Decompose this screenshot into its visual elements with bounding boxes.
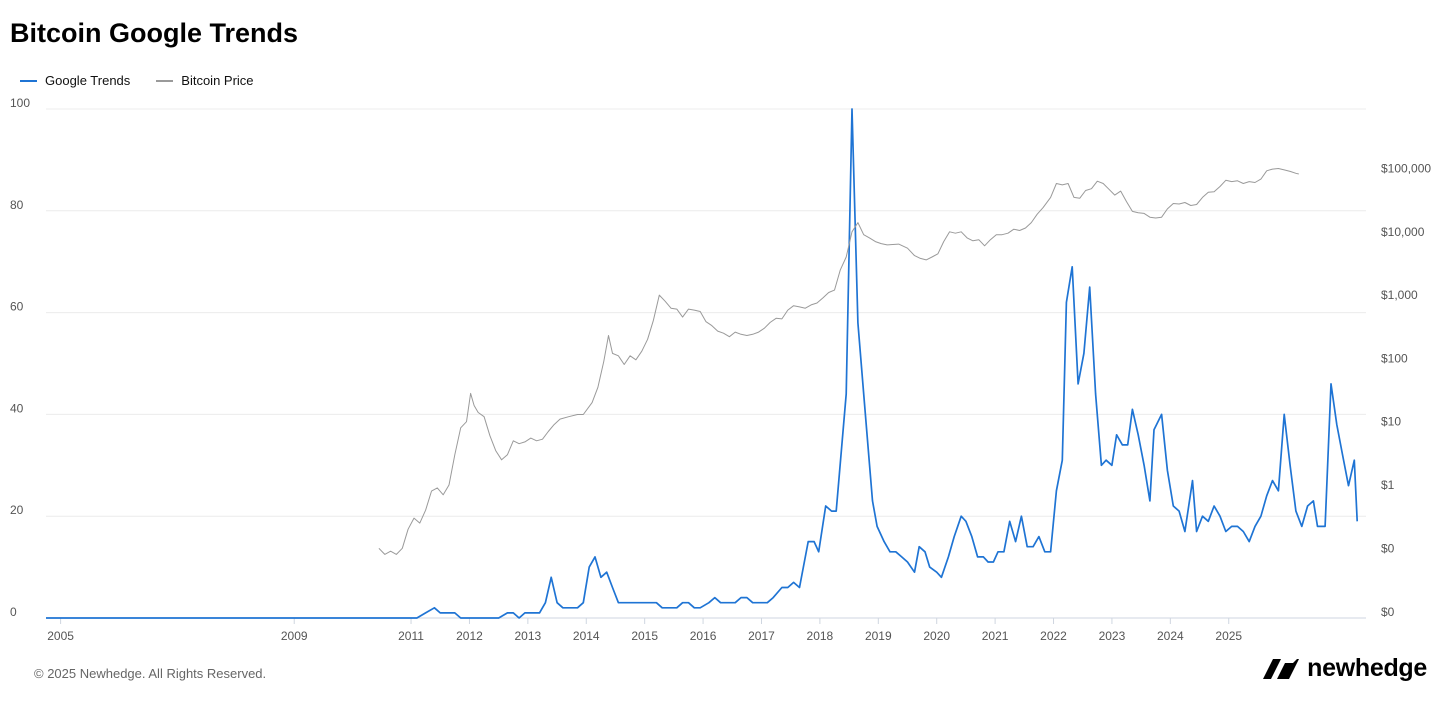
newhedge-logo-text: newhedge bbox=[1307, 654, 1427, 682]
newhedge-logo-icon bbox=[1263, 658, 1300, 679]
google-trends-line bbox=[46, 108, 1359, 619]
x-tick-label: 2013 bbox=[515, 629, 542, 643]
legend-swatch-bitcoin-price bbox=[156, 79, 174, 82]
y-right-tick-label: $100,000 bbox=[1381, 162, 1431, 176]
y-right-tick-label: $0 bbox=[1381, 541, 1395, 555]
copyright-text: © 2025 Newhedge. All Rights Reserved. bbox=[34, 666, 267, 681]
legend-item-google-trends[interactable]: Google Trends bbox=[20, 73, 130, 88]
x-tick-label: 2023 bbox=[1099, 629, 1126, 643]
y-left-tick-label: 40 bbox=[10, 401, 24, 415]
x-tick-label: 2021 bbox=[982, 629, 1009, 643]
x-tick-label: 2022 bbox=[1040, 629, 1067, 643]
x-tick-label: 2024 bbox=[1157, 629, 1184, 643]
x-tick-label: 2018 bbox=[807, 629, 834, 643]
y-right-tick-label: $1,000 bbox=[1381, 288, 1418, 302]
y-left-tick-label: 80 bbox=[10, 198, 24, 212]
x-tick-label: 2016 bbox=[690, 629, 717, 643]
y-left-tick-label: 0 bbox=[10, 605, 17, 619]
legend-label-google-trends: Google Trends bbox=[45, 73, 131, 88]
y-left-tick-label: 20 bbox=[10, 503, 24, 517]
x-tick-label: 2009 bbox=[281, 629, 308, 643]
legend-label-bitcoin-price: Bitcoin Price bbox=[181, 73, 254, 88]
y-right-tick-label: $100 bbox=[1381, 351, 1408, 365]
legend-item-bitcoin-price[interactable]: Bitcoin Price bbox=[156, 73, 254, 88]
x-tick-label: 2025 bbox=[1215, 629, 1242, 643]
x-tick-label: 2011 bbox=[398, 629, 424, 643]
page-title: Bitcoin Google Trends bbox=[10, 18, 299, 48]
x-tick-label: 2020 bbox=[923, 629, 950, 643]
x-tick-label: 2005 bbox=[47, 629, 74, 643]
x-tick-label: 2012 bbox=[456, 629, 483, 643]
y-right-tick-label: $10 bbox=[1381, 415, 1401, 429]
newhedge-logo[interactable]: newhedge bbox=[1263, 654, 1427, 683]
y-left-tick-label: 60 bbox=[10, 300, 24, 314]
x-tick-label: 2019 bbox=[865, 629, 892, 643]
legend-swatch-google-trends bbox=[20, 79, 37, 82]
x-tick-label: 2017 bbox=[748, 629, 775, 643]
bitcoin-price-line bbox=[378, 168, 1299, 555]
y-right-tick-label: $10,000 bbox=[1381, 225, 1425, 239]
x-tick-label: 2014 bbox=[573, 629, 600, 643]
y-right-tick-label: $0 bbox=[1381, 605, 1395, 619]
x-tick-label: 2015 bbox=[631, 629, 658, 643]
y-left-tick-label: 100 bbox=[10, 96, 30, 110]
y-right-tick-label: $1 bbox=[1381, 478, 1395, 492]
chart-legend: Google Trends Bitcoin Price bbox=[20, 73, 254, 88]
